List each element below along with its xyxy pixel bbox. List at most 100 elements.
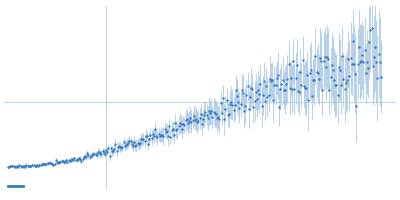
Point [338,84,344,87]
Point [36,163,42,166]
Point [271,84,278,87]
Point [350,39,356,42]
Point [276,105,282,109]
Point [184,117,190,121]
Point [90,153,96,156]
Point [204,113,210,116]
Point [133,143,140,146]
Point [4,165,11,168]
Point [204,117,211,120]
Point [277,87,284,91]
Point [32,164,38,167]
Point [251,100,258,103]
Point [61,161,67,164]
Point [198,112,204,115]
Point [14,165,20,168]
Point [123,144,129,147]
Point [209,115,216,118]
Point [27,164,33,167]
Point [150,132,156,135]
Point [8,164,14,168]
Point [117,145,123,148]
Point [262,100,268,103]
Point [29,163,36,166]
Point [302,87,308,90]
Point [213,112,219,116]
Point [116,144,122,148]
Point [76,157,82,160]
Point [303,86,309,90]
Point [255,88,261,91]
Point [263,84,270,88]
Point [290,59,296,63]
Point [151,134,157,138]
Point [38,163,45,166]
Point [330,69,336,72]
Point [171,133,177,136]
Point [364,61,370,64]
Point [28,165,34,168]
Point [241,110,247,113]
Point [256,93,262,96]
Point [23,163,30,167]
Point [159,133,165,137]
Point [337,68,343,71]
Point [296,91,302,94]
Point [210,110,217,113]
Point [146,137,152,140]
Point [195,119,202,122]
Point [80,157,86,160]
Point [88,154,94,157]
Point [42,162,48,166]
Point [143,134,149,137]
Point [223,98,230,101]
Point [35,164,41,167]
Point [362,72,369,75]
Point [124,143,130,146]
Point [136,143,142,146]
Point [248,86,254,89]
Point [66,159,73,162]
Point [18,164,24,167]
Point [230,108,237,111]
Point [154,136,161,139]
Point [372,45,378,49]
Point [127,139,134,142]
Point [100,151,107,154]
Point [111,147,118,150]
Point [37,164,44,167]
Point [126,140,133,143]
Point [74,158,80,161]
Point [324,55,330,58]
Point [65,159,72,162]
Point [376,60,383,63]
Point [299,58,306,62]
Point [138,138,144,141]
Point [152,127,158,130]
Point [233,89,239,92]
Point [318,59,324,62]
Point [316,78,322,81]
Point [232,103,238,107]
Point [131,140,137,144]
Point [331,78,337,81]
Point [194,121,200,124]
Point [30,163,37,167]
Point [57,160,64,163]
Point [334,93,341,97]
Point [300,84,307,87]
Point [69,157,75,161]
Point [222,108,228,111]
Point [304,74,310,77]
Point [139,137,146,140]
Point [13,165,19,168]
Point [174,128,180,131]
Point [220,96,226,99]
Point [49,163,56,166]
Point [322,56,328,59]
Point [351,62,357,65]
Point [342,88,348,91]
Point [238,89,245,92]
Point [207,112,213,115]
Point [70,159,76,162]
